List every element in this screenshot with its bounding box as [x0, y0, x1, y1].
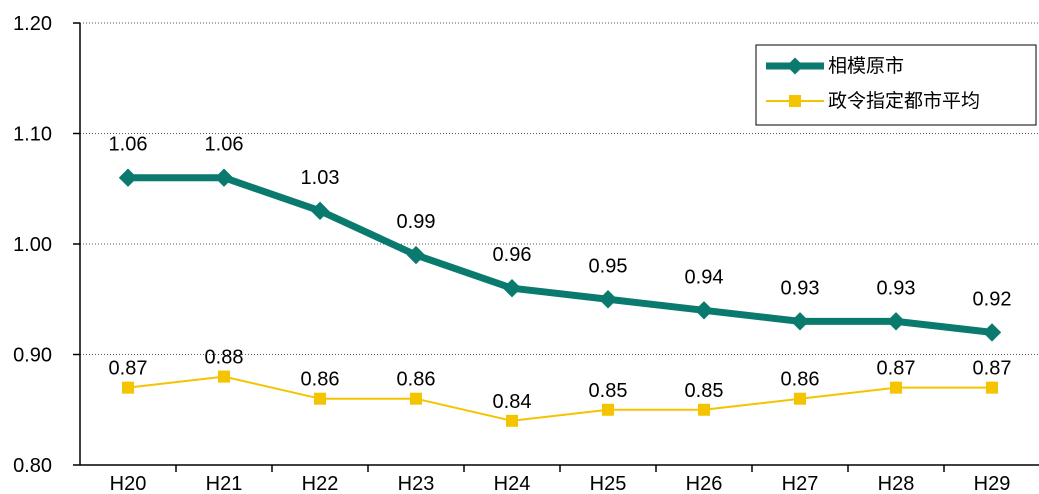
data-point-square: [698, 404, 710, 416]
legend-label-series-1: 相模原市: [828, 55, 904, 77]
data-label: 0.93: [781, 277, 820, 299]
x-tick-label: H27: [782, 473, 819, 494]
x-tick-label: H25: [590, 473, 627, 494]
data-labels: 1.06 1.06 1.03 0.99 0.96 0.95 0.94 0.93 0.93 0.92…: [109, 134, 1012, 413]
data-point-diamond: [983, 323, 1001, 341]
series-line: [128, 377, 992, 421]
x-tick-label: H28: [878, 473, 915, 494]
data-label: 0.86: [397, 369, 436, 391]
data-point-diamond: [215, 169, 233, 187]
x-tick-label: H22: [302, 473, 339, 494]
legend-swatch-square-marker: [789, 95, 801, 107]
data-point-diamond: [599, 290, 617, 308]
data-label: 0.87: [973, 358, 1012, 380]
x-tick-label: H26: [686, 473, 723, 494]
data-label: 0.88: [205, 347, 244, 369]
y-tick-label: 1.00: [13, 234, 52, 256]
data-label: 1.06: [109, 134, 148, 156]
data-label: 1.03: [301, 167, 340, 189]
data-point-square: [314, 393, 326, 405]
data-point-square: [218, 371, 230, 383]
data-label: 0.94: [685, 266, 724, 288]
data-label: 0.92: [973, 288, 1012, 310]
series-layer: [119, 169, 1001, 427]
y-tick-label: 1.20: [13, 13, 52, 35]
data-label: 0.86: [781, 369, 820, 391]
x-tick-label: H23: [398, 473, 435, 494]
data-label: 0.95: [589, 255, 628, 277]
legend-label-series-2: 政令指定都市平均: [828, 90, 980, 112]
data-label: 0.84: [493, 391, 532, 413]
x-tick-label: H20: [110, 473, 147, 494]
x-tick-label: H29: [974, 473, 1011, 494]
data-point-square: [794, 393, 806, 405]
x-axis-ticks: H20 H21 H22 H23 H24 H25 H26 H27 H28 H29: [110, 465, 1039, 494]
y-tick-label: 1.10: [13, 124, 52, 146]
data-point-diamond: [695, 301, 713, 319]
data-point-square: [122, 382, 134, 394]
x-tick-label: H24: [494, 473, 531, 494]
x-tick-label: H21: [206, 473, 243, 494]
data-point-diamond: [887, 312, 905, 330]
data-label: 0.87: [877, 358, 916, 380]
data-label: 1.06: [205, 134, 244, 156]
data-point-diamond: [119, 169, 137, 187]
data-point-square: [986, 382, 998, 394]
data-label: 0.85: [589, 380, 628, 402]
data-label: 0.86: [301, 369, 340, 391]
data-point-square: [602, 404, 614, 416]
series-line: [128, 178, 992, 333]
data-label: 0.96: [493, 244, 532, 266]
y-tick-label: 0.90: [13, 345, 52, 367]
data-point-square: [410, 393, 422, 405]
y-axis-ticks: 0.80 0.90 1.00 1.10 1.20: [13, 13, 80, 477]
data-point-square: [890, 382, 902, 394]
data-point-square: [506, 415, 518, 427]
data-point-diamond: [503, 279, 521, 297]
data-label: 0.87: [109, 358, 148, 380]
data-point-diamond: [791, 312, 809, 330]
y-tick-label: 0.80: [13, 455, 52, 477]
data-label: 0.93: [877, 277, 916, 299]
data-label: 0.85: [685, 380, 724, 402]
data-label: 0.99: [397, 211, 436, 233]
legend: 相模原市 政令指定都市平均: [756, 45, 1036, 125]
